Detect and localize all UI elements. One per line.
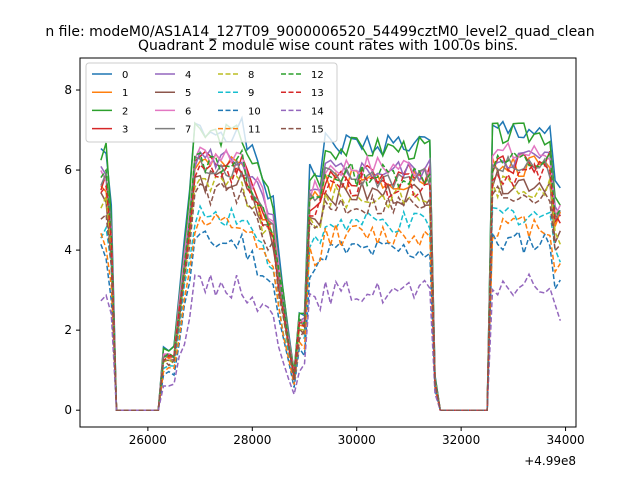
series-line-15 xyxy=(100,181,561,411)
x-tick-label: 34000 xyxy=(546,433,584,447)
legend-label-11: 11 xyxy=(248,125,261,136)
y-tick-label: 0 xyxy=(64,403,72,417)
legend-label-9: 9 xyxy=(248,88,254,99)
y-tick-label: 2 xyxy=(64,323,72,337)
y-axis: 0 2 4 6 8 xyxy=(64,83,80,417)
legend-label-5: 5 xyxy=(185,88,191,99)
chart-title: Quadrant 2 module wise count rates with … xyxy=(138,38,518,54)
legend-label-13: 13 xyxy=(311,88,324,99)
x-tick-label: 28000 xyxy=(233,433,271,447)
legend-label-14: 14 xyxy=(311,106,324,117)
legend-box xyxy=(85,62,338,143)
legend-label-0: 0 xyxy=(122,70,128,81)
legend-label-12: 12 xyxy=(311,70,324,81)
plot-lines xyxy=(100,115,562,411)
x-tick-label: 26000 xyxy=(129,433,167,447)
y-tick-label: 6 xyxy=(64,163,72,177)
x-offset-text: +4.99e8 xyxy=(524,454,576,468)
y-tick-label: 8 xyxy=(64,83,72,97)
legend-label-2: 2 xyxy=(122,106,128,117)
series-line-13 xyxy=(100,162,561,411)
series-line-14 xyxy=(100,272,562,411)
legend-label-15: 15 xyxy=(311,125,324,136)
x-tick-label: 32000 xyxy=(442,433,480,447)
legend-label-10: 10 xyxy=(248,106,261,117)
y-tick-label: 4 xyxy=(64,243,72,257)
axes-frame xyxy=(79,57,577,428)
x-axis: 26000 28000 30000 32000 34000 xyxy=(129,427,585,447)
legend-label-3: 3 xyxy=(122,125,128,136)
legend-label-1: 1 xyxy=(122,88,128,99)
suptitle: n file: modeM0/AS1A14_127T09_9000006520_… xyxy=(45,24,594,40)
legend-label-8: 8 xyxy=(248,70,254,81)
x-tick-label: 30000 xyxy=(338,433,376,447)
legend-label-6: 6 xyxy=(185,106,191,117)
legend-label-7: 7 xyxy=(185,125,191,136)
legend-label-4: 4 xyxy=(185,70,191,81)
